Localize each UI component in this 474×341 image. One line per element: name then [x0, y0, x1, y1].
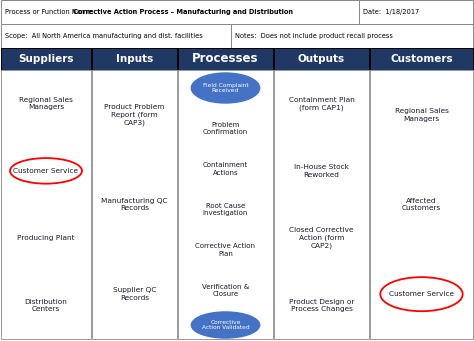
Text: Processes: Processes [192, 53, 259, 65]
Text: Product Problem
Report (form
CAP3): Product Problem Report (form CAP3) [104, 104, 165, 126]
Ellipse shape [191, 73, 260, 103]
FancyBboxPatch shape [231, 24, 473, 48]
FancyBboxPatch shape [370, 70, 473, 339]
Text: Customers: Customers [390, 54, 453, 64]
Text: Inputs: Inputs [116, 54, 153, 64]
Text: Supplier QC
Records: Supplier QC Records [113, 287, 156, 301]
FancyBboxPatch shape [178, 48, 273, 70]
Text: Verification &
Closure: Verification & Closure [202, 284, 249, 297]
Text: Producing Plant: Producing Plant [17, 235, 75, 241]
Text: Corrective Action Process – Manufacturing and Distribution: Corrective Action Process – Manufacturin… [73, 9, 293, 15]
Text: Affected
Customers: Affected Customers [402, 198, 441, 211]
Ellipse shape [191, 312, 260, 338]
FancyBboxPatch shape [274, 70, 369, 339]
Text: Scope:  All North America manufacturing and dist. facilities: Scope: All North America manufacturing a… [5, 33, 203, 39]
Text: Process or Function Name:: Process or Function Name: [5, 9, 98, 15]
Text: Corrective Action
Plan: Corrective Action Plan [195, 243, 255, 257]
Text: Outputs: Outputs [298, 54, 345, 64]
Text: Date:  1/18/2017: Date: 1/18/2017 [363, 9, 419, 15]
Text: Manufacturing QC
Records: Manufacturing QC Records [101, 198, 168, 211]
FancyBboxPatch shape [92, 48, 177, 70]
Text: Customer Service: Customer Service [13, 168, 79, 174]
Text: Regional Sales
Managers: Regional Sales Managers [19, 97, 73, 110]
Text: Containment Plan
(form CAP1): Containment Plan (form CAP1) [289, 97, 355, 110]
FancyBboxPatch shape [359, 0, 473, 24]
Text: Problem
Confirmation: Problem Confirmation [203, 121, 248, 135]
Text: Distribution
Centers: Distribution Centers [25, 299, 67, 312]
FancyBboxPatch shape [1, 24, 231, 48]
FancyBboxPatch shape [1, 70, 91, 339]
Text: Suppliers: Suppliers [18, 54, 74, 64]
Text: Closed Corrective
Action (form
CAP2): Closed Corrective Action (form CAP2) [289, 227, 354, 249]
Text: In-House Stock
Reworked: In-House Stock Reworked [294, 164, 349, 178]
Text: Regional Sales
Managers: Regional Sales Managers [394, 108, 448, 122]
Text: Field Complaint
Received: Field Complaint Received [203, 83, 248, 93]
Text: Notes:  Does not include product recall process: Notes: Does not include product recall p… [235, 33, 393, 39]
Text: Corrective
Action Validated: Corrective Action Validated [202, 320, 249, 330]
Text: Root Cause
Investigation: Root Cause Investigation [203, 203, 248, 216]
Text: Product Design or
Process Changes: Product Design or Process Changes [289, 299, 354, 312]
FancyBboxPatch shape [1, 0, 359, 24]
Text: Containment
Actions: Containment Actions [203, 162, 248, 176]
Text: Customer Service: Customer Service [389, 291, 454, 297]
FancyBboxPatch shape [1, 48, 91, 70]
FancyBboxPatch shape [274, 48, 369, 70]
FancyBboxPatch shape [370, 48, 473, 70]
FancyBboxPatch shape [178, 70, 273, 339]
FancyBboxPatch shape [92, 70, 177, 339]
